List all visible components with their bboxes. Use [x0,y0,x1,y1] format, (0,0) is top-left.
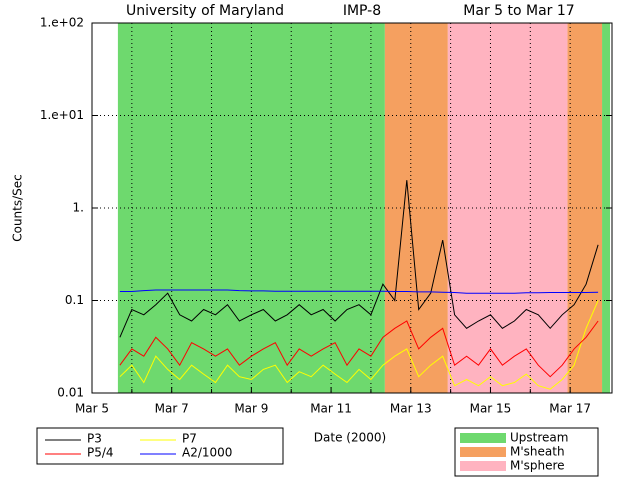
x-tick-label: Mar 13 [390,402,432,416]
legend-label: P3 [87,432,102,446]
x-tick-label: Mar 17 [549,402,591,416]
region-legend-label: Upstream [510,431,568,445]
series-line [119,320,599,378]
region-legend-label: M'sheath [510,445,565,459]
x-tick-label: Mar 5 [75,402,109,416]
plot-frame [91,22,613,394]
y-tick-label: 1.e+02 [40,16,84,30]
y-tick-label: 0.1 [65,293,84,307]
series-line [119,180,599,338]
region-legend-swatch [460,461,506,471]
lines [119,180,599,390]
legend-label: P7 [182,432,197,446]
legend-label: A2/1000 [182,446,232,460]
chart-title: IMP-8 [343,3,381,19]
series-line [119,289,599,294]
region [447,23,568,393]
region-legend-box [454,427,599,477]
x-tick-label: Mar 11 [310,402,352,416]
region-legend-label: M'sphere [510,459,565,473]
series-line [119,300,599,390]
x-tick-label: Mar 9 [234,402,268,416]
chart-title: University of Maryland [126,3,284,19]
y-axis-label: Counts/Sec [11,174,25,242]
x-axis-label: Date (2000) [314,431,386,445]
region-legend-swatch [460,447,506,457]
x-tick-label: Mar 15 [470,402,512,416]
x-tick-label: Mar 7 [155,402,189,416]
chart-title: Mar 5 to Mar 17 [463,3,574,19]
legend-label: P5/4 [87,446,114,460]
y-tick-label: 1. [73,201,84,215]
region-legend-swatch [460,433,506,443]
y-tick-label: 1.e+01 [40,108,84,122]
y-tick-label: 0.01 [57,386,84,400]
legend-box [36,427,284,465]
